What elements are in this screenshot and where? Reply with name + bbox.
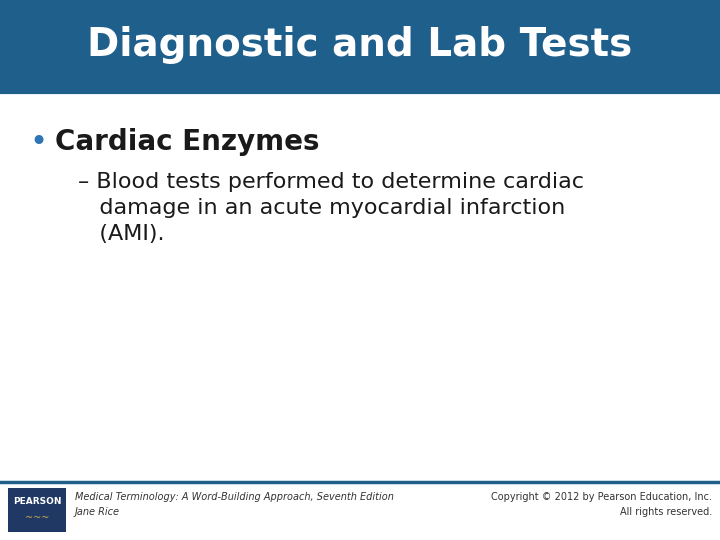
Text: (AMI).: (AMI). bbox=[78, 224, 164, 244]
Text: Cardiac Enzymes: Cardiac Enzymes bbox=[55, 128, 320, 156]
FancyBboxPatch shape bbox=[8, 488, 66, 532]
Text: Medical Terminology: A Word-Building Approach, Seventh Edition: Medical Terminology: A Word-Building App… bbox=[75, 492, 394, 502]
Text: All rights reserved.: All rights reserved. bbox=[620, 507, 712, 517]
FancyBboxPatch shape bbox=[0, 0, 720, 90]
Text: Diagnostic and Lab Tests: Diagnostic and Lab Tests bbox=[87, 26, 633, 64]
Text: •: • bbox=[29, 127, 47, 157]
Text: PEARSON: PEARSON bbox=[13, 497, 61, 507]
Text: Copyright © 2012 by Pearson Education, Inc.: Copyright © 2012 by Pearson Education, I… bbox=[491, 492, 712, 502]
Text: – Blood tests performed to determine cardiac: – Blood tests performed to determine car… bbox=[78, 172, 584, 192]
Text: Jane Rice: Jane Rice bbox=[75, 507, 120, 517]
Text: damage in an acute myocardial infarction: damage in an acute myocardial infarction bbox=[78, 198, 565, 218]
Text: ~~~: ~~~ bbox=[24, 513, 49, 523]
